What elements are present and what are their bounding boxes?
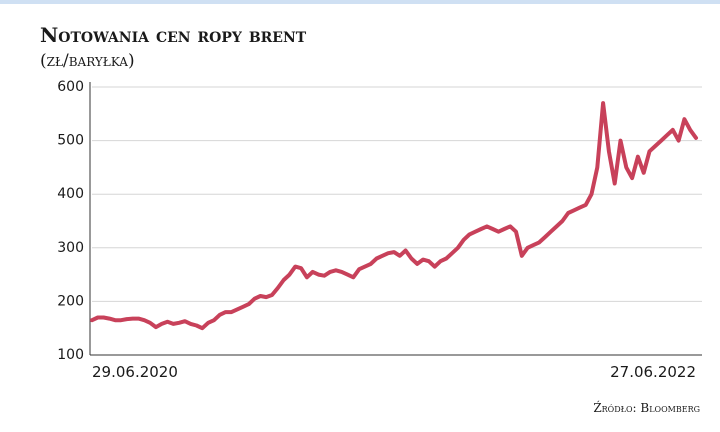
y-tick-label: 500: [57, 133, 84, 149]
x-tick-label: 27.06.2022: [610, 363, 696, 381]
x-tick-label: 29.06.2020: [92, 363, 178, 381]
y-tick-label: 400: [57, 186, 84, 202]
price-line: [90, 101, 698, 331]
y-tick-label: 100: [57, 347, 84, 363]
source: Źródło: Bloomberg: [593, 400, 700, 415]
top-border: [0, 0, 720, 4]
chart-subtitle: (zł/baryłka): [40, 51, 135, 71]
y-tick-label: 600: [57, 79, 84, 95]
chart-title: Notowania cen ropy brent: [40, 23, 307, 47]
y-tick-label: 200: [57, 293, 84, 309]
y-tick-label: 300: [57, 240, 84, 256]
